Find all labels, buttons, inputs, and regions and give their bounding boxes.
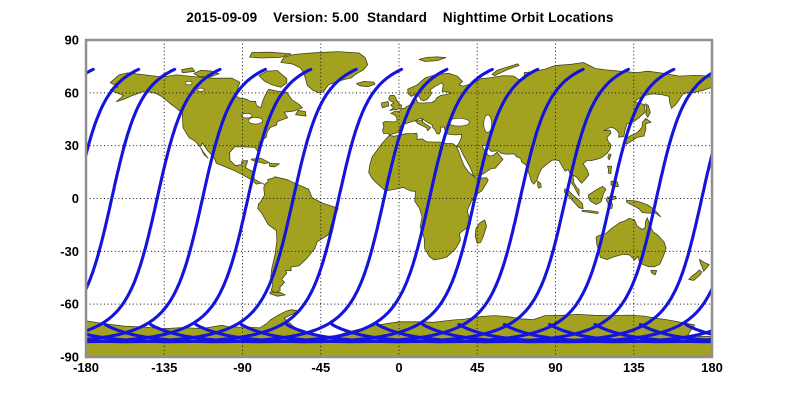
land-north-america [109, 72, 303, 185]
x-tick-label: -180 [73, 360, 99, 375]
land-borneo [588, 185, 607, 205]
x-tick-label: -45 [311, 360, 330, 375]
land-newfoundland [295, 110, 307, 117]
orbit-track [85, 67, 358, 344]
y-tick-label: 60 [65, 85, 79, 100]
y-axis-labels: 90 60 30 0 -30 -60 -90 [60, 33, 79, 365]
orbit-track [638, 322, 713, 343]
x-tick-label: 45 [470, 360, 484, 375]
land-madagascar [474, 219, 487, 244]
x-tick-label: 180 [701, 360, 723, 375]
orbit-tracks-layer [85, 67, 713, 344]
orbit-track [85, 67, 141, 166]
land-iceland [356, 81, 376, 88]
x-tick-label: 135 [623, 360, 645, 375]
x-axis-labels: -180 -135 -90 -45 0 45 90 135 180 [73, 360, 723, 375]
plot-frame [84, 38, 714, 359]
land-sri-lanka [537, 180, 542, 189]
y-tick-label: 30 [65, 138, 79, 153]
lake-lake-superior [241, 113, 253, 119]
orbit-track [85, 67, 313, 344]
orbit-track [194, 67, 540, 344]
orbit-track [85, 67, 267, 342]
land-new-zealand-south [688, 269, 703, 281]
orbit-track [330, 67, 676, 344]
plot-title: 2015-09-09 Version: 5.00 Standard Nightt… [186, 10, 614, 25]
land-novaya-zemlya [491, 63, 520, 76]
land-baffin-island [258, 70, 288, 88]
x-tick-label: -135 [151, 360, 177, 375]
land-new-zealand-north [699, 258, 710, 272]
orbit-track [103, 67, 449, 344]
land-tasmania [650, 270, 658, 276]
land-ireland [381, 101, 389, 109]
orbit-track [285, 67, 631, 344]
orbit-track [684, 322, 713, 337]
orbit-track [85, 67, 95, 76]
lake-lakes-huron-michigan-erie [248, 117, 263, 125]
y-tick-label: -30 [60, 244, 79, 259]
orbit-track [149, 67, 494, 344]
land-svalbard [418, 56, 447, 62]
x-tick-label: 0 [395, 360, 402, 375]
land-taiwan [607, 153, 612, 161]
lakes-layer [184, 80, 493, 133]
y-tick-label: -60 [60, 297, 79, 312]
land-australia [595, 217, 667, 268]
land-japan [624, 118, 652, 145]
orbit-track [375, 70, 713, 344]
land-java [581, 210, 599, 214]
lake-great-slave-lake [196, 87, 205, 92]
orbit-track [85, 67, 404, 344]
land-ellesmere-island [249, 51, 292, 59]
land-banks-island [181, 67, 196, 74]
orbit-track [85, 67, 177, 295]
land-south-america [257, 176, 339, 294]
land-hispaniola [269, 163, 280, 168]
orbit-track [239, 67, 585, 344]
orbit-track [85, 67, 222, 333]
land-tierra-del-fuego [269, 291, 286, 297]
land-greenland [280, 51, 369, 94]
orbit-track [421, 144, 713, 344]
land-cuba [250, 157, 270, 164]
x-tick-label: -90 [233, 360, 252, 375]
x-tick-label: 90 [548, 360, 562, 375]
land-great-britain [388, 94, 402, 111]
y-tick-label: 0 [72, 191, 79, 206]
y-tick-label: 90 [65, 33, 79, 48]
lake-great-bear-lake [184, 80, 193, 86]
lake-caspian-sea [483, 114, 493, 133]
land-sakhalin [645, 103, 651, 118]
orbit-track [457, 282, 713, 344]
land-luzon [607, 165, 612, 175]
y-tick-label: -90 [60, 350, 79, 365]
